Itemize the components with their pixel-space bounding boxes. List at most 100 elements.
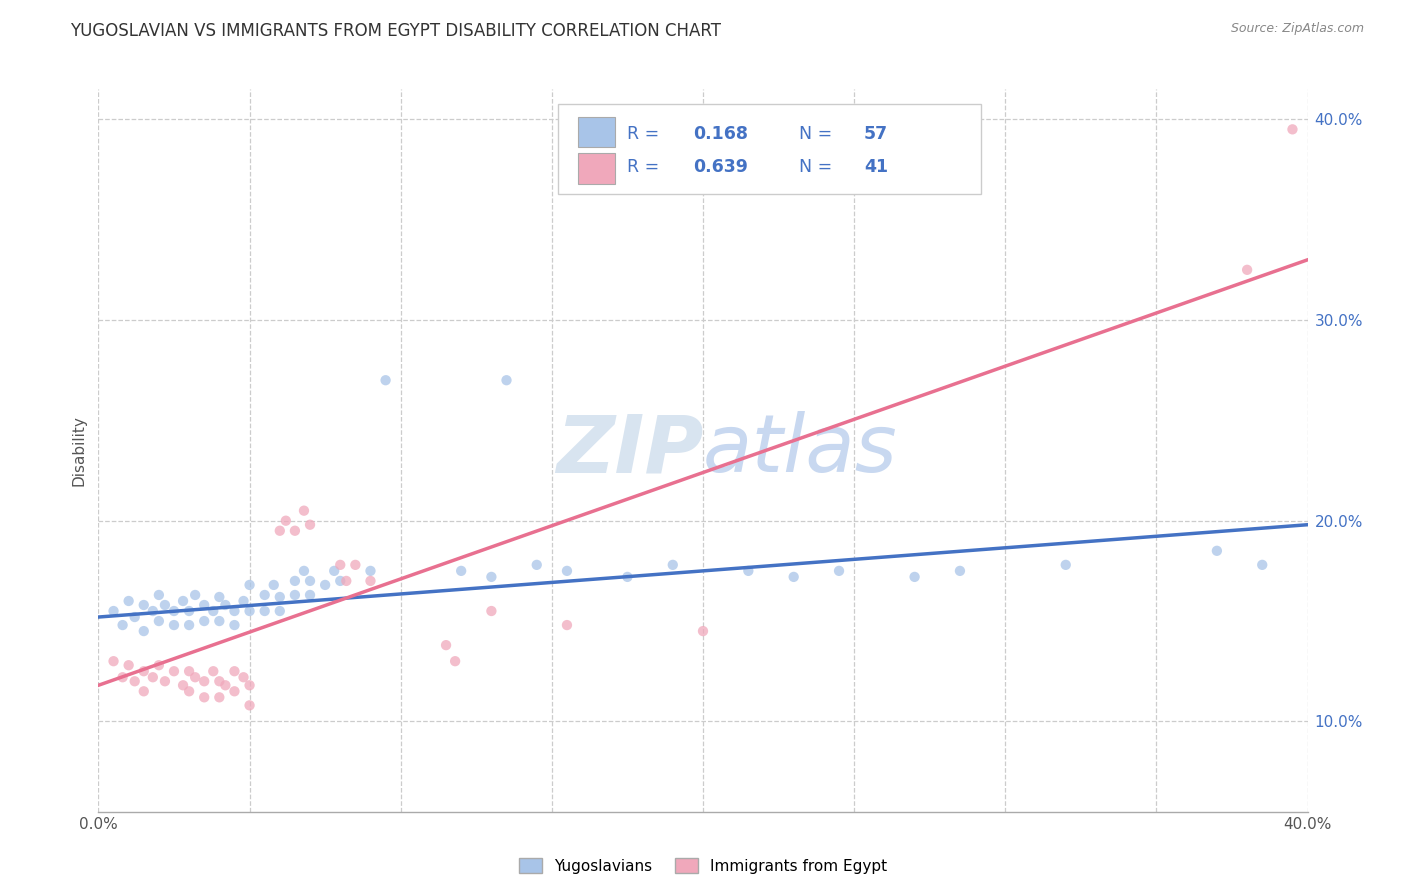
Point — [202, 664, 225, 679]
FancyBboxPatch shape — [578, 117, 614, 147]
Point — [269, 524, 291, 538]
Point — [132, 684, 155, 698]
Point — [284, 588, 307, 602]
Point — [555, 618, 578, 632]
Point — [314, 578, 336, 592]
Point — [179, 664, 201, 679]
Text: 0.168: 0.168 — [693, 125, 748, 143]
Point — [232, 594, 254, 608]
Point — [193, 690, 215, 705]
Point — [299, 517, 322, 532]
Point — [179, 604, 201, 618]
Point — [1236, 262, 1258, 277]
Point — [208, 614, 231, 628]
Point — [292, 564, 315, 578]
Point — [450, 564, 472, 578]
Point — [142, 670, 165, 684]
Point — [481, 604, 503, 618]
Point — [239, 578, 262, 592]
Point — [1251, 558, 1274, 572]
Point — [118, 658, 141, 673]
Text: ZIP: ZIP — [555, 411, 703, 490]
Point — [949, 564, 972, 578]
Point — [335, 574, 357, 588]
Point — [224, 664, 246, 679]
Point — [828, 564, 851, 578]
Point — [323, 564, 346, 578]
Point — [179, 618, 201, 632]
Point — [253, 588, 276, 602]
Point — [132, 664, 155, 679]
Point — [153, 674, 176, 689]
Point — [163, 664, 186, 679]
Point — [208, 674, 231, 689]
Text: atlas: atlas — [703, 411, 898, 490]
Text: N =: N = — [799, 125, 832, 143]
Point — [103, 604, 125, 618]
Point — [239, 604, 262, 618]
Point — [526, 558, 548, 572]
Point — [284, 574, 307, 588]
Text: 57: 57 — [863, 125, 889, 143]
Point — [103, 654, 125, 668]
Point — [692, 624, 714, 639]
Point — [193, 614, 215, 628]
Point — [239, 698, 262, 713]
Point — [142, 604, 165, 618]
Point — [1281, 122, 1303, 136]
Point — [555, 564, 578, 578]
Point — [360, 574, 382, 588]
Point — [329, 574, 352, 588]
Point — [269, 590, 291, 604]
Point — [132, 624, 155, 639]
Legend: Yugoslavians, Immigrants from Egypt: Yugoslavians, Immigrants from Egypt — [513, 852, 893, 880]
Point — [163, 618, 186, 632]
Point — [148, 614, 170, 628]
Point — [269, 604, 291, 618]
Point — [224, 604, 246, 618]
FancyBboxPatch shape — [558, 103, 981, 194]
Text: R =: R = — [627, 125, 659, 143]
Point — [172, 678, 194, 692]
Point — [153, 598, 176, 612]
Point — [202, 604, 225, 618]
Point — [224, 618, 246, 632]
Point — [163, 604, 186, 618]
Point — [208, 590, 231, 604]
Text: 0.639: 0.639 — [693, 158, 748, 176]
Point — [444, 654, 467, 668]
Point — [329, 558, 352, 572]
Point — [904, 570, 927, 584]
Point — [253, 604, 276, 618]
Point — [184, 588, 207, 602]
Text: R =: R = — [627, 158, 659, 176]
Point — [284, 524, 307, 538]
Point — [193, 598, 215, 612]
Point — [132, 598, 155, 612]
Point — [434, 638, 457, 652]
FancyBboxPatch shape — [578, 153, 614, 184]
Point — [179, 684, 201, 698]
Point — [263, 578, 285, 592]
Text: Source: ZipAtlas.com: Source: ZipAtlas.com — [1230, 22, 1364, 36]
Point — [124, 610, 146, 624]
Point — [148, 588, 170, 602]
Point — [783, 570, 806, 584]
Point — [495, 373, 517, 387]
Point — [737, 564, 759, 578]
Text: YUGOSLAVIAN VS IMMIGRANTS FROM EGYPT DISABILITY CORRELATION CHART: YUGOSLAVIAN VS IMMIGRANTS FROM EGYPT DIS… — [70, 22, 721, 40]
Point — [299, 588, 322, 602]
Point — [360, 564, 382, 578]
Point — [193, 674, 215, 689]
Point — [232, 670, 254, 684]
Point — [274, 514, 297, 528]
Point — [344, 558, 367, 572]
Point — [111, 618, 134, 632]
Point — [208, 690, 231, 705]
Point — [118, 594, 141, 608]
Point — [616, 570, 638, 584]
Point — [172, 594, 194, 608]
Point — [214, 678, 236, 692]
Point — [148, 658, 170, 673]
Point — [214, 598, 236, 612]
